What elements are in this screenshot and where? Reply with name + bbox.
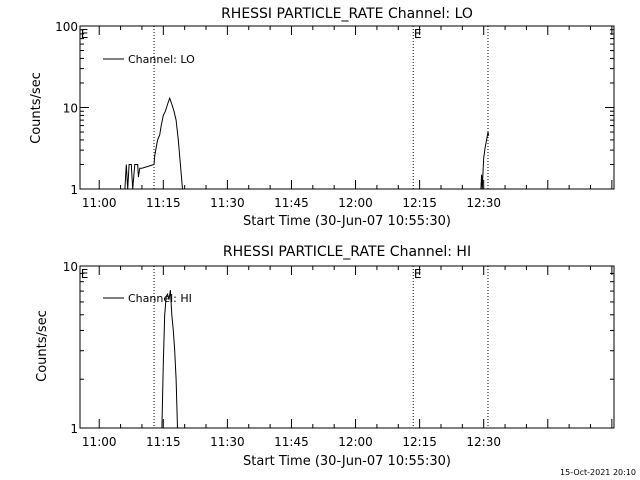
x-tick-label: 12:00 <box>338 196 373 210</box>
x-tick-label: 11:30 <box>210 435 245 449</box>
y-tick-label: 100 <box>55 20 78 34</box>
y-tick-label: 10 <box>63 260 78 274</box>
y-tick-label: 1 <box>70 422 78 436</box>
x-axis-label: Start Time (30-Jun-07 10:55:30) <box>243 214 451 229</box>
event-label: E <box>81 267 89 281</box>
series-line <box>161 290 178 429</box>
plot-title: RHESSI PARTICLE_RATE Channel: HI <box>223 244 471 260</box>
event-label: E <box>414 27 422 41</box>
y-axis-label: Counts/sec <box>35 310 50 382</box>
x-tick-label: 11:00 <box>82 196 117 210</box>
plot-frame <box>79 265 615 429</box>
y-tick-label: 10 <box>63 102 78 116</box>
lo-channel-plot: RHESSI PARTICLE_RATE Channel: LO Counts/… <box>29 6 615 229</box>
y-tick-label: 1 <box>70 183 78 197</box>
event-label: E <box>81 27 89 41</box>
hi-channel-plot: RHESSI PARTICLE_RATE Channel: HI Counts/… <box>35 244 615 469</box>
x-tick-label: 12:15 <box>402 435 437 449</box>
x-tick-label: 11:15 <box>146 196 181 210</box>
x-tick-label: 12:00 <box>338 435 373 449</box>
x-tick-label: 12:30 <box>466 435 501 449</box>
x-tick-label: 11:00 <box>82 435 117 449</box>
x-tick-label: 12:30 <box>466 196 501 210</box>
x-axis-label: Start Time (30-Jun-07 10:55:30) <box>243 454 451 469</box>
event-label: E <box>414 267 422 281</box>
y-axis-label: Counts/sec <box>29 72 44 144</box>
x-tick-label: 11:15 <box>146 435 181 449</box>
x-tick-label: 11:30 <box>210 196 245 210</box>
footer-timestamp: 15-Oct-2021 20:10 <box>560 468 636 477</box>
plot-title: RHESSI PARTICLE_RATE Channel: LO <box>221 6 473 22</box>
series-line <box>480 131 490 190</box>
series-line <box>124 96 183 190</box>
x-tick-label: 12:15 <box>402 196 437 210</box>
legend-label: Channel: LO <box>128 53 195 66</box>
legend-label: Channel: HI <box>128 292 192 305</box>
x-tick-label: 11:45 <box>274 196 309 210</box>
x-tick-label: 11:45 <box>274 435 309 449</box>
